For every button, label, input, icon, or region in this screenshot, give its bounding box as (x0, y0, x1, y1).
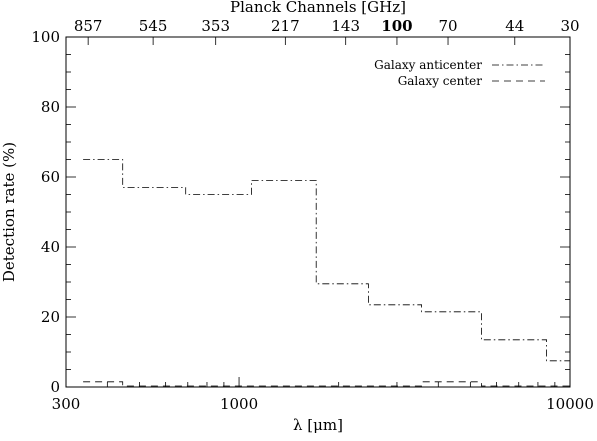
top-tick-label: 100 (381, 17, 412, 35)
y-tick-label: 100 (31, 28, 60, 46)
axis-ticks (65, 36, 571, 388)
top-tick-label: 30 (560, 17, 579, 35)
y-tick-label: 40 (41, 238, 60, 256)
x-tick-label: 300 (52, 395, 81, 413)
top-tick-label: 353 (201, 17, 230, 35)
top-tick-label: 44 (505, 17, 524, 35)
x-tick-label: 10000 (546, 395, 594, 413)
top-tick-label: 217 (271, 17, 300, 35)
x-axis-title: λ [μm] (293, 416, 343, 434)
y-tick-label: 60 (41, 168, 60, 186)
plot-frame (65, 36, 571, 388)
top-tick-label: 545 (139, 17, 168, 35)
x-tick-label: 1000 (220, 395, 258, 413)
y-axis-title: Detection rate (%) (0, 142, 18, 282)
y-tick-label: 0 (50, 378, 60, 396)
legend-label-anticenter: Galaxy anticenter (374, 58, 482, 72)
top-tick-label: 857 (74, 17, 103, 35)
top-tick-label: 70 (438, 17, 457, 35)
y-tick-label: 20 (41, 308, 60, 326)
top-tick-label: 143 (331, 17, 360, 35)
series-line-anticenter (83, 159, 570, 362)
series-layer (83, 159, 570, 387)
y-tick-label: 80 (41, 98, 60, 116)
top-axis-title: Planck Channels [GHz] (230, 0, 406, 16)
legend-label-center: Galaxy center (398, 74, 483, 88)
series-line-center (83, 381, 570, 387)
tick-labels: 300 1000 10000 0 20 40 60 80 100 857 545 353 217 143 1… (31, 17, 594, 413)
legend: Galaxy anticenter Galaxy center (374, 58, 545, 88)
